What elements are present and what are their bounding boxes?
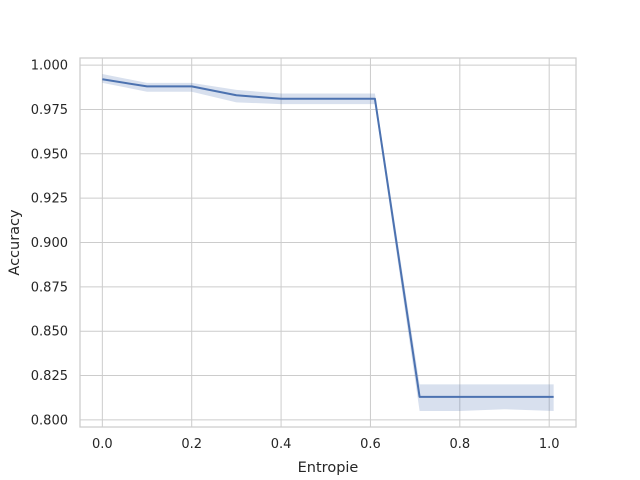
y-tick-label: 0.900: [31, 236, 68, 251]
x-tick-label: 0.8: [449, 437, 470, 452]
y-axis-label: Accuracy: [7, 209, 23, 276]
series-line-group: [102, 78, 554, 398]
y-gridlines: [80, 64, 576, 421]
y-tick-labels: 0.800 0.825 0.850 0.875 0.900 0.925 0.950 0.975…: [31, 59, 68, 429]
y-tick-label: 1.000: [31, 59, 68, 74]
accuracy-series-line: [102, 78, 554, 398]
y-tick-label: 0.825: [31, 369, 68, 384]
plot-area-frame: [79, 57, 577, 428]
x-tick-label: 1.0: [539, 437, 560, 452]
x-axis-label: Entropie: [298, 460, 359, 476]
y-tick-label: 0.950: [31, 147, 68, 162]
y-tick-label: 0.875: [31, 280, 68, 295]
x-tick-label: 0.0: [92, 437, 113, 452]
y-tick-label: 0.800: [31, 413, 68, 428]
y-tick-label: 0.925: [31, 192, 68, 207]
x-tick-label: 0.4: [271, 437, 292, 452]
y-tick-label: 0.850: [31, 325, 68, 340]
x-tick-label: 0.6: [360, 437, 381, 452]
x-tick-label: 0.2: [181, 437, 202, 452]
y-tick-label: 0.975: [31, 103, 68, 118]
x-tick-labels: 0.0 0.2 0.4 0.6 0.8 1.0: [92, 437, 560, 452]
